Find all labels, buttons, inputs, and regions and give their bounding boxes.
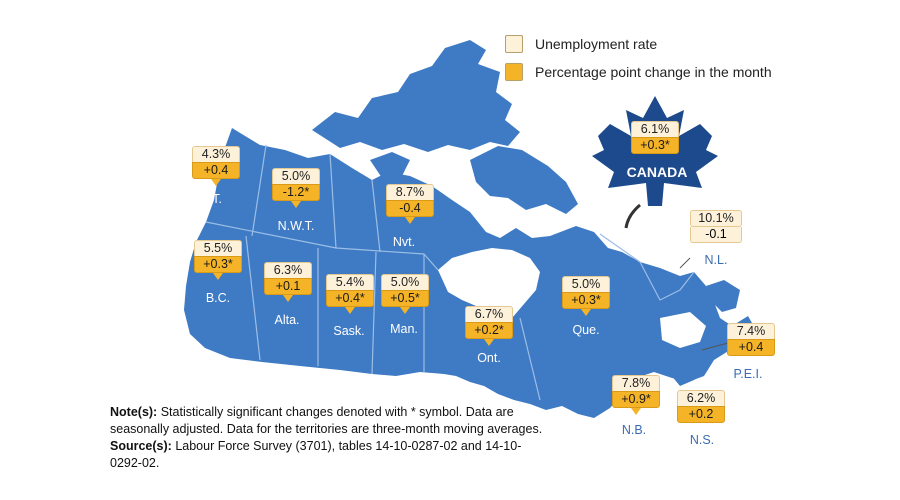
callout-nvt: 8.7% -0.4 [386,184,434,224]
change-value: +0.3* [194,256,242,273]
hudson-bay [438,248,540,326]
rate-value: 10.1% [690,210,742,227]
callout-alta: 6.3% +0.1 [264,262,312,302]
callout-pei: 7.4% +0.4 [727,323,775,356]
change-value: +0.2* [465,322,513,339]
callout-pointer [345,307,355,314]
rate-value: 7.8% [612,375,660,391]
rate-swatch [505,35,523,53]
source-line: Source(s): Labour Force Survey (3701), t… [110,438,550,472]
label-alta: Alta. [274,313,300,327]
change-value: -1.2* [272,184,320,201]
notes: Note(s): Statistically significant chang… [110,404,550,472]
gulf-water [660,312,706,348]
arctic-island-west [370,152,410,178]
callout-man: 5.0% +0.5* [381,274,429,314]
rate-value: 5.5% [194,240,242,256]
change-value: +0.3* [562,292,610,309]
label-bc: B.C. [205,291,231,305]
maple-leaf-stem [624,203,641,229]
label-man: Man. [390,322,418,336]
rate-value: 5.0% [381,274,429,290]
callout-pointer [211,179,221,186]
change-swatch [505,63,523,81]
nova-scotia [670,360,708,386]
rate-value: 6.7% [465,306,513,322]
change-value: +0.4 [192,162,240,179]
callout-canada: 6.1% +0.3* [631,121,679,154]
callout-que: 5.0% +0.3* [562,276,610,316]
callout-pointer [484,339,494,346]
rate-value: 8.7% [386,184,434,200]
label-ont: Ont. [477,351,501,365]
newfoundland-island [706,280,740,312]
note-heading: Note(s): [110,405,158,419]
note-line: Note(s): Statistically significant chang… [110,404,550,438]
label-que: Que. [572,323,600,337]
callout-nb: 7.8% +0.9* [612,375,660,415]
legend-change-label: Percentage point change in the month [535,64,772,80]
change-value: -0.4 [386,200,434,217]
change-value: -0.1 [690,227,742,243]
label-nb: N.B. [621,423,647,437]
change-value: +0.5* [381,290,429,307]
callout-ont: 6.7% +0.2* [465,306,513,346]
baffin-island [470,146,578,214]
change-value: +0.4* [326,290,374,307]
legend-rate-label: Unemployment rate [535,36,658,52]
change-value: +0.9* [612,391,660,408]
rate-value: 4.3% [192,146,240,162]
rate-value: 7.4% [727,323,775,339]
change-value: +0.1 [264,278,312,295]
callout-ns: 6.2% +0.2 [677,390,725,423]
rate-value: 5.0% [562,276,610,292]
rate-value: 6.2% [677,390,725,406]
callout-pointer [581,309,591,316]
rate-value: 6.1% [631,121,679,137]
pei-leader-line [701,342,729,351]
callout-pointer [631,408,641,415]
label-pei: P.E.I. [733,367,763,381]
arctic-islands [312,40,520,152]
callout-nl: 10.1% -0.1 [690,210,742,243]
callout-pointer [405,217,415,224]
nl-leader-line [679,257,691,269]
legend: Unemployment rate Percentage point chang… [505,30,772,86]
callout-nwt: 5.0% -1.2* [272,168,320,208]
note-text: Statistically significant changes denote… [110,405,543,436]
label-nvt: Nvt. [392,235,416,249]
province-borders [205,144,695,401]
callout-pointer [400,307,410,314]
callout-pointer [213,273,223,280]
label-sask: Sask. [333,324,365,338]
label-nwt: N.W.T. [277,219,315,233]
legend-rate: Unemployment rate [505,30,772,58]
callout-pointer [283,295,293,302]
callout-yt: 4.3% +0.4 [192,146,240,186]
rate-value: 5.4% [326,274,374,290]
change-value: +0.4 [727,339,775,356]
source-heading: Source(s): [110,439,172,453]
callout-bc: 5.5% +0.3* [194,240,242,280]
change-value: +0.3* [631,137,679,154]
rate-value: 5.0% [272,168,320,184]
source-text: Labour Force Survey (3701), tables 14-10… [110,439,522,470]
change-value: +0.2 [677,406,725,423]
rate-value: 6.3% [264,262,312,278]
label-yt: Y.T. [202,192,222,206]
callout-sask: 5.4% +0.4* [326,274,374,314]
label-ns: N.S. [689,433,715,447]
callout-pointer [291,201,301,208]
label-nl: N.L. [704,253,728,267]
canada-label: CANADA [626,164,688,180]
legend-change: Percentage point change in the month [505,58,772,86]
